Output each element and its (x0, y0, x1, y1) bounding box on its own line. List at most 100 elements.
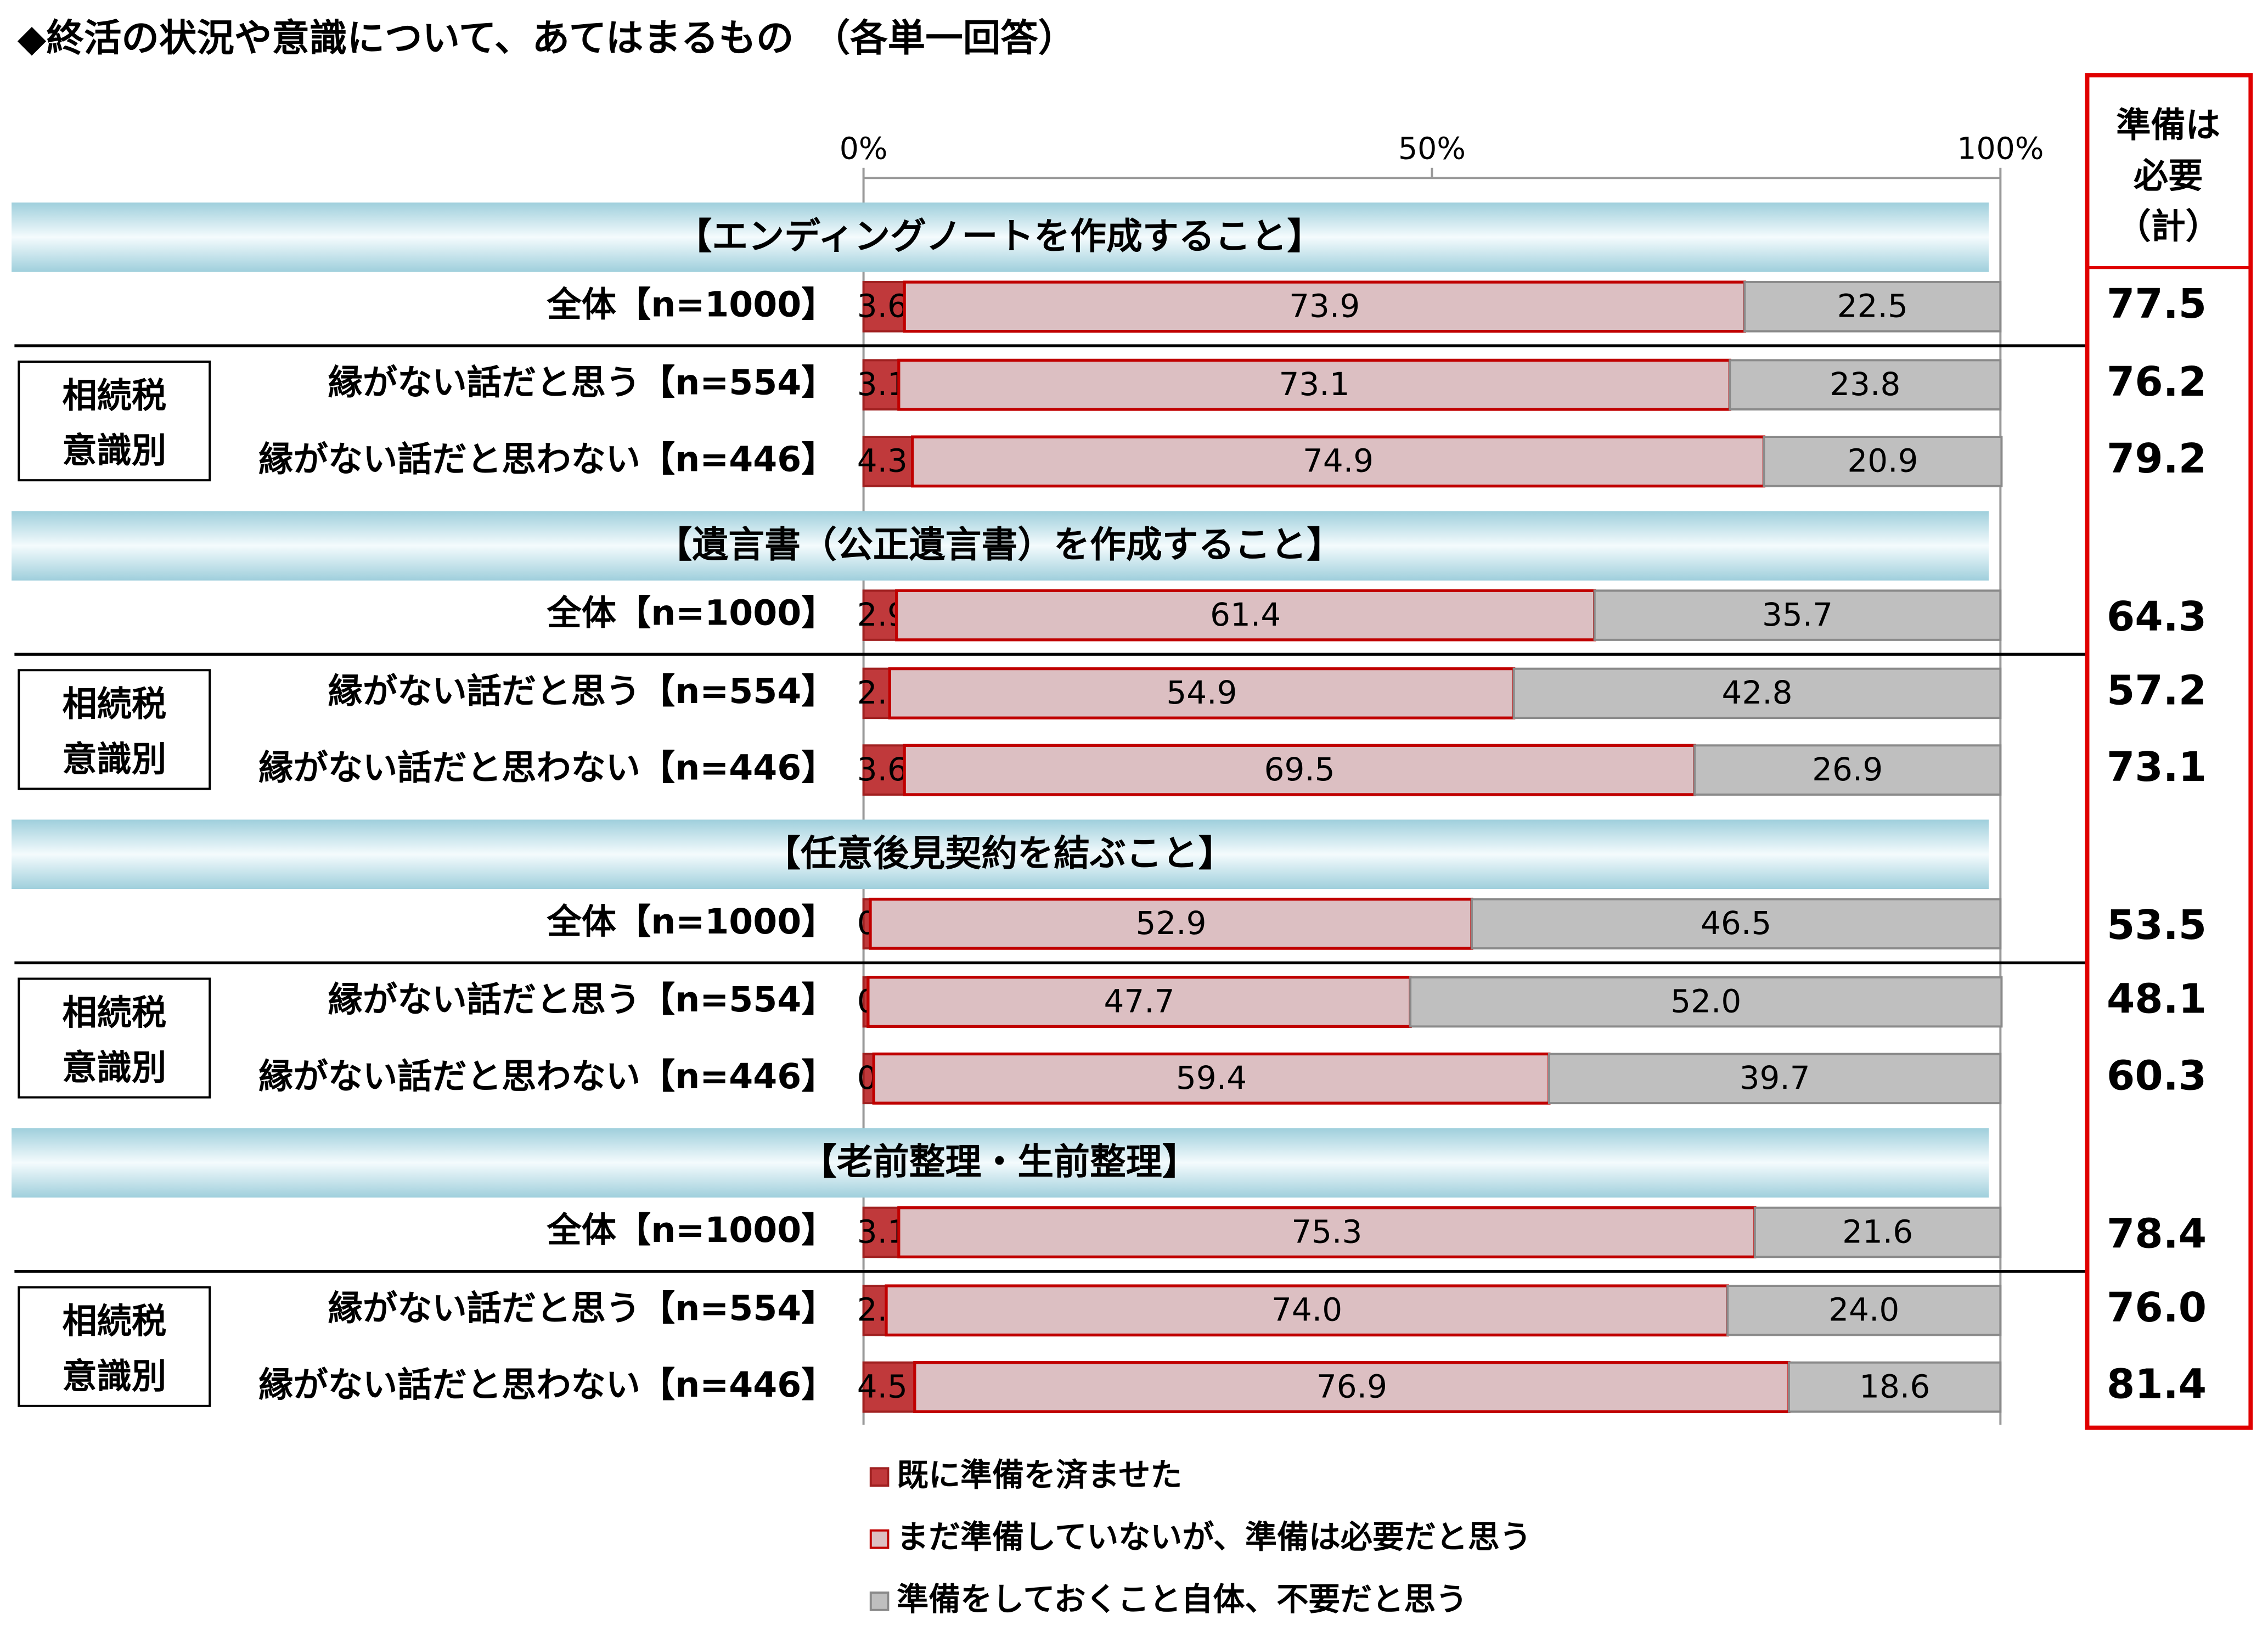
subgroup-box (18, 361, 211, 482)
bar-segment (869, 897, 1473, 950)
bar-segment (862, 281, 906, 333)
value-label: 21.6 (1842, 1213, 1913, 1250)
bar-segment (1729, 359, 2002, 410)
total-value: 77.5 (2107, 280, 2207, 328)
category-label: 縁がない話だと思わない【n=446】 (258, 1056, 836, 1096)
legend-swatch (869, 1529, 890, 1549)
bar-segment (885, 1284, 1729, 1337)
bar-segment (897, 358, 1731, 411)
subgroup-label: 意識別 (62, 1356, 166, 1396)
total-header: 準備は (2116, 105, 2220, 145)
section-title: 【エンディングノートを作成すること】 (676, 215, 1323, 257)
value-label: 4.3 (857, 442, 908, 480)
subgroup-label: 意識別 (62, 430, 166, 471)
bar-segment (862, 744, 906, 796)
subgroup-box (18, 977, 211, 1099)
value-label: 4.5 (857, 1368, 908, 1405)
value-label: 74.0 (1271, 1291, 1342, 1329)
total-value: 76.2 (2107, 358, 2207, 406)
subgroup-label: 意識別 (62, 739, 166, 779)
bar-segment (1512, 667, 2002, 719)
legend-swatch (869, 1467, 890, 1487)
bar-segment (862, 359, 900, 410)
total-value: 78.4 (2107, 1210, 2207, 1257)
category-label: 全体【n=1000】 (546, 901, 836, 942)
total-value: 81.4 (2107, 1361, 2207, 1408)
category-label: 縁がない話だと思う【n=554】 (328, 362, 836, 403)
bar-segment (862, 589, 898, 641)
value-label: 59.4 (1176, 1059, 1247, 1096)
subgroup-label: 相続税 (62, 992, 166, 1033)
value-label: 75.3 (1291, 1213, 1362, 1250)
category-label: 全体【n=1000】 (546, 1210, 836, 1250)
subgroup-label: 相続税 (62, 375, 166, 415)
category-label: 縁がない話だと思わない【n=446】 (258, 747, 836, 788)
category-label: 全体【n=1000】 (546, 593, 836, 633)
bar-segment (1726, 1285, 2002, 1336)
total-value: 53.5 (2107, 902, 2207, 949)
bar-segment (1547, 1053, 2002, 1105)
total-value: 76.0 (2107, 1284, 2207, 1331)
subgroup-label: 相続税 (62, 1301, 166, 1341)
value-label: 61.4 (1210, 596, 1281, 633)
value-label: 73.1 (1279, 365, 1350, 403)
bar-segment (1409, 976, 2003, 1028)
legend-label: 準備をしておくこと自体、不要だと思う (897, 1581, 1467, 1618)
total-value: 64.3 (2107, 593, 2207, 640)
category-label: 縁がない話だと思う【n=554】 (328, 1287, 836, 1328)
section-band (12, 511, 1989, 581)
category-label: 縁がない話だと思わない【n=446】 (258, 1364, 836, 1405)
x-tick-label: 100% (1957, 131, 2044, 166)
bar-segment (1763, 436, 2003, 487)
value-label: 35.7 (1762, 596, 1833, 633)
legend-swatch (869, 1591, 890, 1611)
value-label: 54.9 (1166, 674, 1237, 711)
bar-segment (1471, 898, 2002, 950)
section-band (12, 203, 1989, 272)
bar-segment (903, 744, 1696, 796)
bar-segment (1693, 744, 2002, 796)
value-label: 47.7 (1104, 982, 1174, 1020)
total-value: 73.1 (2107, 744, 2207, 791)
value-label: 18.6 (1859, 1368, 1930, 1405)
total-header: 必要 (2134, 155, 2203, 196)
section-band (12, 819, 1989, 890)
value-label: 73.9 (1289, 288, 1360, 325)
subgroup-label: 意識別 (62, 1047, 166, 1088)
bar-segment (862, 1206, 900, 1258)
value-label: 52.9 (1135, 904, 1206, 942)
total-header: （計） (2116, 206, 2220, 246)
value-label: 3.6 (857, 751, 908, 788)
x-tick-label: 50% (1398, 131, 1466, 166)
value-label: 69.5 (1264, 751, 1335, 788)
bar-segment (1753, 1206, 2002, 1258)
value-label: 3.6 (857, 288, 908, 325)
bar-segment (1788, 1361, 2002, 1413)
section-title: 【遺言書（公正遺言書）を作成すること】 (656, 524, 1343, 566)
value-label: 46.5 (1701, 904, 1771, 942)
section-title: 【任意後見契約を結ぶこと】 (764, 832, 1234, 874)
section-title: 【老前整理・生前整理】 (801, 1141, 1198, 1183)
value-label: 52.0 (1670, 982, 1741, 1020)
bar-segment (862, 436, 914, 487)
section-band (12, 1128, 1989, 1198)
value-label: 42.8 (1721, 674, 1792, 711)
total-value: 57.2 (2107, 667, 2207, 714)
x-tick-label: 0% (840, 131, 888, 166)
total-value: 79.2 (2107, 435, 2207, 482)
category-label: 縁がない話だと思う【n=554】 (328, 979, 836, 1020)
category-label: 縁がない話だと思わない【n=446】 (258, 438, 836, 479)
total-value: 48.1 (2107, 976, 2207, 1023)
value-label: 24.0 (1828, 1291, 1899, 1329)
subgroup-label: 相続税 (62, 684, 166, 724)
bar-segment (1743, 281, 2002, 333)
subgroup-box (18, 1286, 211, 1407)
value-label: 74.9 (1303, 442, 1374, 480)
legend-label: まだ準備していないが、準備は必要だと思う (897, 1518, 1531, 1556)
bar-segment (1593, 589, 2002, 641)
subgroup-box (18, 669, 211, 790)
value-label: 39.7 (1740, 1059, 1810, 1096)
bar-segment (903, 280, 1746, 333)
